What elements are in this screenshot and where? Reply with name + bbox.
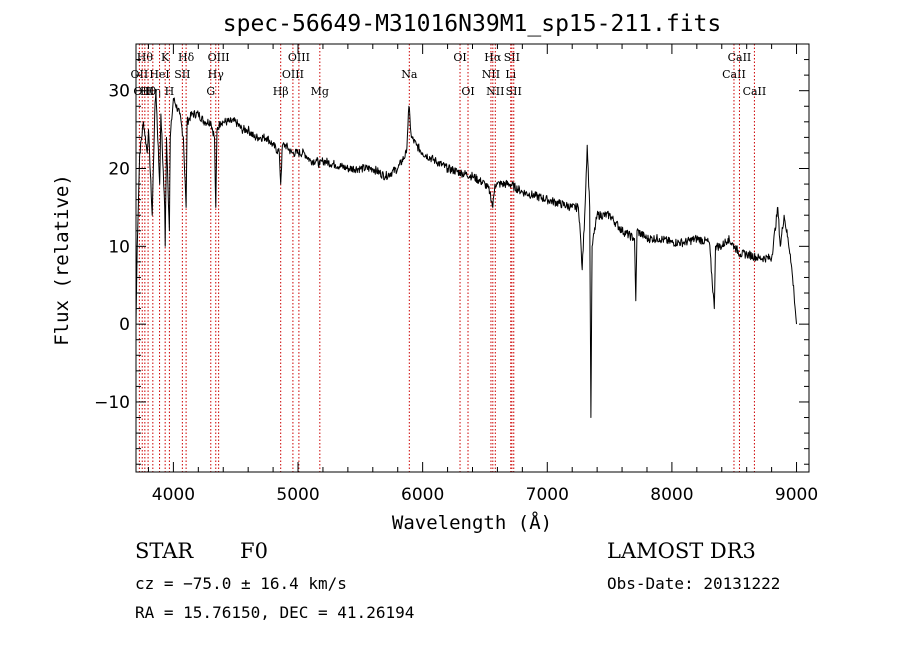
- y-tick-label: 0: [119, 315, 130, 335]
- x-tick-label: 8000: [650, 485, 693, 505]
- line-marker-label: Li: [505, 68, 516, 81]
- line-marker-label: OII: [131, 68, 149, 81]
- line-marker-label: Hθ: [140, 85, 157, 98]
- flux-line: [135, 90, 797, 418]
- x-axis-label: Wavelength (Å): [392, 511, 552, 534]
- plot-frame: [135, 43, 810, 473]
- y-tick-label: −10: [94, 393, 130, 413]
- line-marker-label: HeI: [149, 68, 169, 81]
- line-marker-label: Na: [401, 68, 418, 81]
- line-marker-label: SII: [506, 85, 522, 98]
- line-marker-label: Hη: [145, 85, 161, 98]
- y-tick-label: 20: [108, 160, 130, 180]
- plot-axes: 4000 5000 6000 7000 8000 9000 −10 0 10 20 30: [94, 43, 818, 505]
- object-subclass: F0: [240, 539, 268, 563]
- line-marker-label: NII: [482, 68, 500, 81]
- line-marker-label: OIII: [282, 68, 304, 81]
- line-marker-label: Hδ: [178, 51, 195, 64]
- line-marker-label: Mg: [311, 85, 329, 98]
- x-tick-label: 7000: [526, 485, 569, 505]
- y-tick-label: 10: [108, 237, 130, 257]
- line-marker-label: OIII: [208, 51, 230, 64]
- line-marker-label: Hθ: [137, 51, 154, 64]
- redshift-cz: cz = −75.0 ± 16.4 km/s: [135, 574, 347, 593]
- x-tick-label: 5000: [276, 485, 319, 505]
- line-marker-label: SII: [504, 51, 520, 64]
- line-marker-label: CaII: [722, 68, 746, 81]
- line-markers: OIIOIIHθHθHηHeIKHSIIHδGHγOIIIHβOIIIOIIIM…: [131, 44, 767, 472]
- y-tick-label: 30: [108, 82, 130, 102]
- obs-date: Obs-Date: 20131222: [607, 574, 781, 593]
- line-marker-label: OI: [461, 85, 474, 98]
- line-marker-label: G: [206, 85, 215, 98]
- x-tick-label: 9000: [775, 485, 818, 505]
- line-marker-label: OI: [453, 51, 466, 64]
- x-tick-label: 6000: [401, 485, 444, 505]
- line-marker-label: H: [165, 85, 175, 98]
- chart-title: spec-56649-M31016N39M1_sp15-211.fits: [223, 11, 722, 37]
- line-marker-label: Hγ: [208, 68, 225, 81]
- line-marker-label: OIII: [288, 51, 310, 64]
- x-tick-label: 4000: [152, 485, 195, 505]
- flux-series: [135, 90, 797, 418]
- line-marker-label: Hβ: [273, 85, 289, 98]
- line-marker-label: Hα: [484, 51, 502, 64]
- ra-dec: RA = 15.76150, DEC = 41.26194: [135, 603, 415, 622]
- object-class: STAR: [135, 539, 194, 563]
- survey-name: LAMOST DR3: [607, 539, 756, 563]
- line-marker-label: SII: [174, 68, 190, 81]
- line-marker-label: NII: [486, 85, 504, 98]
- line-marker-label: CaII: [743, 85, 767, 98]
- line-marker-label: K: [161, 51, 170, 64]
- line-marker-label: OII: [133, 85, 151, 98]
- y-axis-label: Flux (relative): [51, 174, 73, 346]
- line-marker-label: CaII: [728, 51, 752, 64]
